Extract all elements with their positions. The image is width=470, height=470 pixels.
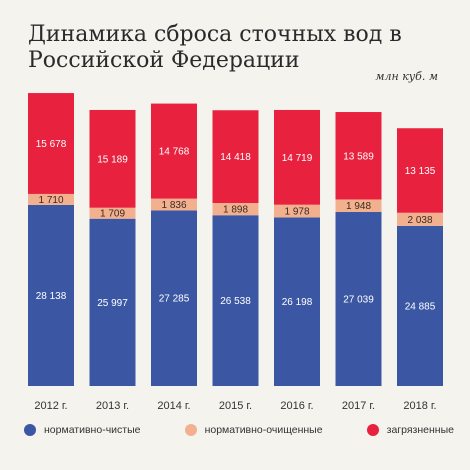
data-label: 14 719 [282, 153, 313, 164]
x-tick-label: 2017 г. [342, 400, 375, 412]
data-label: 1 948 [346, 201, 371, 212]
bar-segment-clean [151, 210, 197, 386]
data-label: 1 978 [284, 207, 309, 218]
legend-marker [366, 424, 379, 436]
data-label: 13 135 [405, 166, 436, 177]
data-label: 26 538 [220, 296, 251, 307]
bar-segment-treated [151, 198, 197, 211]
data-label: 25 997 [97, 298, 128, 309]
bar-segment-polluted [335, 112, 382, 200]
bar-segment-treated [397, 212, 443, 226]
x-tick-label: 2015 г. [219, 400, 252, 412]
bar-segment-treated [335, 199, 382, 213]
legend-marker [184, 424, 197, 436]
legend-marker [24, 424, 36, 436]
legend-item: нормативно-очищенные [184, 424, 323, 436]
legend-item: нормативно-чистые [24, 424, 140, 436]
legend-label: нормативно-чистые [44, 424, 141, 436]
x-tick-label: 2014 г. [157, 400, 190, 412]
bar-segment-clean [397, 225, 443, 386]
legend-label: загрязненные [386, 424, 454, 436]
bar-segment-treated [28, 193, 74, 205]
legend: нормативно-чистые нормативно-очищенные заг… [24, 424, 454, 436]
data-label: 1 898 [223, 205, 248, 216]
x-tick-label: 2012 г. [34, 400, 67, 412]
bar-segment-clean [28, 204, 74, 386]
data-label: 24 885 [405, 301, 436, 312]
legend-label: нормативно-очищенные [204, 424, 323, 436]
bar-segment-polluted [212, 110, 259, 204]
bar-segment-polluted [89, 109, 136, 208]
data-label: 13 589 [343, 151, 374, 162]
legend-item: загрязненные [366, 424, 454, 436]
bar-segment-clean [335, 212, 382, 386]
bar-segment-treated [274, 204, 320, 218]
bar-segment-treated [212, 203, 259, 216]
x-tick-label: 2016 г. [280, 400, 313, 412]
bar-segment-polluted [151, 103, 197, 199]
x-tick-label: 2018 г. [403, 400, 436, 412]
data-label: 2 038 [407, 215, 432, 226]
bar-segment-polluted [28, 93, 74, 194]
data-label: 1 710 [38, 195, 63, 206]
data-label: 26 198 [282, 297, 313, 308]
bar-segment-clean [89, 218, 136, 386]
bar-segment-clean [274, 217, 320, 386]
chart-title: Динамика сброса сточных вод в Российской… [28, 22, 402, 73]
bar-segment-treated [89, 207, 136, 219]
x-tick-label: 2013 г. [96, 400, 129, 412]
bar-segment-polluted [274, 109, 320, 205]
data-label: 1 709 [100, 209, 125, 220]
data-label: 15 678 [36, 139, 67, 150]
data-label: 14 418 [220, 152, 251, 163]
data-label: 1 836 [161, 200, 186, 211]
bar-segment-clean [212, 215, 259, 386]
data-label: 28 138 [36, 291, 67, 302]
data-label: 27 285 [159, 294, 190, 305]
bar-segment-polluted [397, 128, 443, 213]
data-label: 15 189 [97, 154, 128, 165]
data-label: 14 768 [159, 147, 190, 158]
data-label: 27 039 [343, 295, 374, 306]
unit-label: млн куб. м [375, 70, 438, 83]
